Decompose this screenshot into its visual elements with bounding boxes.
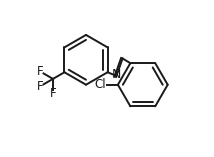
Text: F: F — [37, 65, 44, 78]
Text: F: F — [37, 80, 44, 92]
Text: F: F — [50, 87, 56, 100]
Text: N: N — [112, 68, 121, 81]
Text: Cl: Cl — [95, 78, 106, 91]
